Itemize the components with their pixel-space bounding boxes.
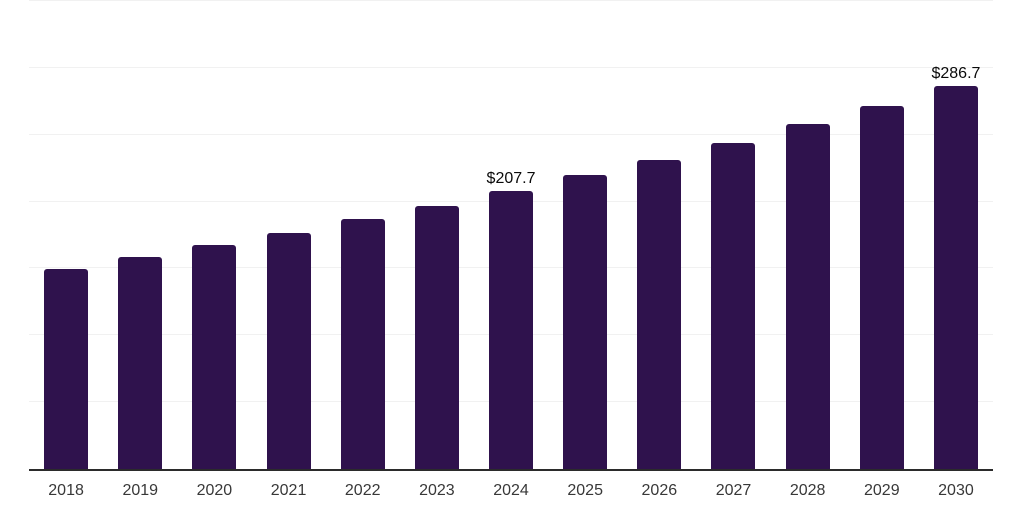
bar-slot-2023: [400, 1, 474, 469]
bar-2025: [563, 175, 608, 469]
bar-2018: [44, 269, 89, 469]
x-tick-label-2021: 2021: [270, 482, 307, 499]
x-tick-label-2030: 2030: [938, 482, 974, 499]
bar-slot-2025: [548, 1, 622, 469]
x-tick-label-2018: 2018: [48, 482, 84, 499]
bar-2026: [637, 159, 682, 469]
x-tick-label-2025: 2025: [567, 482, 603, 499]
bar-2020: [192, 244, 237, 469]
bar-value-label-2030: $286.7: [931, 64, 981, 82]
x-tick-label-2019: 2019: [122, 482, 159, 499]
bar-2019: [118, 257, 163, 469]
x-tick-label-2022: 2022: [344, 482, 381, 499]
x-tick-label-2020: 2020: [196, 482, 233, 499]
bar-2027: [711, 142, 756, 469]
bar-value-label-2024: $207.7: [486, 170, 536, 188]
bar-series: $207.7 $286.7: [29, 1, 993, 469]
bar-slot-2028: [771, 1, 845, 469]
x-tick-label-2024: 2024: [493, 482, 529, 499]
gridline: [29, 133, 993, 135]
bar-slot-2026: [622, 1, 696, 469]
bar-2030: $286.7: [931, 65, 980, 469]
bar-2022: [340, 219, 385, 469]
x-tick-label-2027: 2027: [715, 482, 752, 499]
bar-slot-2030: $286.7: [919, 1, 993, 469]
bar-slot-2022: [326, 1, 400, 469]
bar-2029: [859, 105, 904, 469]
x-tick-label-2028: 2028: [789, 482, 826, 499]
bar-slot-2029: [845, 1, 919, 469]
bar-2023: [414, 205, 459, 469]
gridline: [29, 66, 993, 68]
plot-area: $207.7 $286.7: [29, 0, 993, 471]
bar-slot-2027: [696, 1, 770, 469]
x-tick-label-2026: 2026: [641, 482, 678, 499]
bar-slot-2018: [29, 1, 103, 469]
x-axis-line: [29, 469, 993, 471]
bar-slot-2020: [177, 1, 251, 469]
bar-2021: [266, 232, 311, 469]
bar-2028: [785, 124, 830, 469]
bar-slot-2021: [251, 1, 325, 469]
bar-slot-2019: [103, 1, 177, 469]
x-tick-label-2029: 2029: [864, 482, 900, 499]
bar-slot-2024: $207.7: [474, 1, 548, 469]
gridline: [29, 0, 993, 1]
x-axis-tick-labels: 2018 2019 2020 2021 2022 2023 2024 2025 2026 2027…: [29, 482, 993, 500]
x-tick-label-2023: 2023: [419, 482, 455, 499]
bar-2024: $207.7: [487, 170, 535, 469]
